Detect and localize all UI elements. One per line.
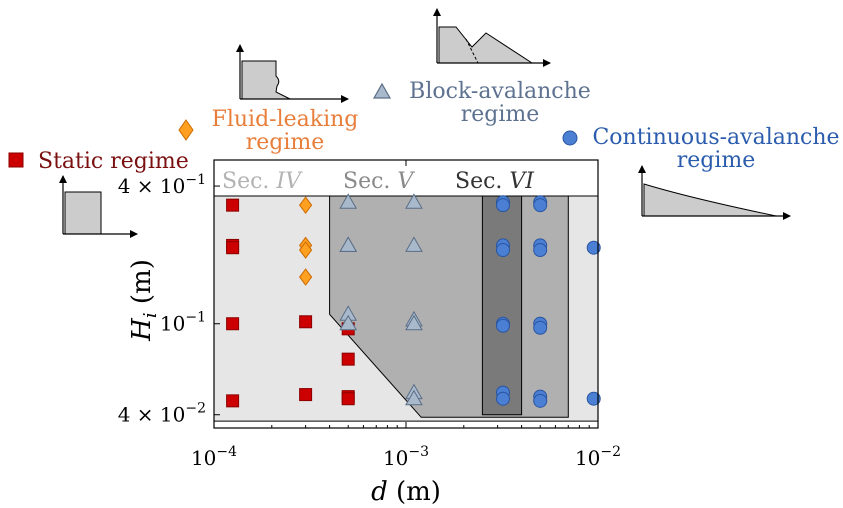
static-regime-point — [341, 392, 355, 406]
section-label-v: Sec. V — [343, 169, 415, 194]
data-points — [226, 193, 601, 408]
block-avalanche-schematic — [433, 8, 551, 67]
legend-fluid-leaking-label-2: regime — [246, 130, 325, 155]
static-regime-point — [299, 315, 313, 329]
legend-static-marker — [8, 152, 24, 168]
legend-fluid-leaking-label: Fluid-leaking — [212, 107, 359, 132]
fluid-leaking-schematic-shape — [241, 60, 291, 100]
y-tick-label: 4 × 10−1 — [118, 172, 206, 198]
fluid-leaking-point — [298, 196, 313, 214]
legend-block-avalanche-label: Block-avalanche — [409, 79, 591, 104]
static-regime-point — [299, 388, 313, 402]
x-tick-label: 10−3 — [383, 444, 429, 470]
region-sec-vi — [481, 183, 523, 416]
block-avalanche-point — [339, 314, 358, 331]
x-tick-label: 10−2 — [575, 444, 621, 470]
legend-continuous-avalanche-label-2: regime — [677, 148, 756, 173]
block-avalanche-point — [405, 193, 423, 209]
continuous-avalanche-schematic-shape — [643, 183, 777, 217]
regime-regions — [213, 163, 599, 422]
block-avalanche-schematic-dash — [465, 38, 479, 64]
continuous-avalanche-schematic — [638, 165, 791, 220]
block-avalanche-point — [339, 236, 358, 252]
static-schematic — [59, 175, 138, 238]
legend-fluid-leaking-marker — [178, 119, 194, 141]
continuous-avalanche-point — [495, 318, 510, 333]
section-label-vi: Sec. VI — [455, 169, 535, 194]
block-avalanche-point — [405, 389, 423, 406]
legend-block-avalanche-label-2: regime — [461, 102, 540, 127]
legend-continuous-avalanche-marker — [562, 130, 578, 146]
legend-block-avalanche-marker — [372, 82, 392, 99]
legend-block-avalanche: Block-avalanche regime — [372, 79, 591, 127]
continuous-avalanche-point — [495, 243, 510, 258]
fluid-leaking-schematic — [236, 44, 349, 103]
continuous-avalanche-point — [533, 393, 548, 408]
y-axis-label: Hi (m) — [127, 259, 161, 342]
continuous-avalanche-point — [533, 243, 548, 258]
block-avalanche-point — [405, 314, 423, 331]
y-tick-label: 10−1 — [160, 310, 206, 336]
static-regime-point — [226, 394, 240, 408]
static-regime-point — [226, 241, 240, 255]
fluid-leaking-point — [298, 241, 313, 259]
block-avalanche-point — [339, 193, 358, 209]
x-axis-label: d (m) — [371, 477, 441, 507]
continuous-avalanche-point — [586, 391, 601, 406]
static-schematic-block — [64, 191, 102, 235]
axis-ticks: 10−4 10−3 10−2 4 × 10−2 10−1 4 × 10−1 — [118, 160, 621, 470]
y-tick-label: 4 × 10−2 — [118, 401, 206, 427]
fluid-leaking-point — [298, 268, 313, 286]
legend-static: Static regime — [8, 149, 189, 174]
block-avalanche-point — [405, 236, 423, 252]
continuous-avalanche-point — [495, 391, 510, 406]
block-avalanche-schematic-shape — [438, 26, 534, 64]
static-regime-point — [226, 198, 240, 212]
legend-fluid-leaking: Fluid-leaking regime — [178, 107, 359, 155]
section-label-iv: Sec. IV — [222, 169, 303, 194]
x-tick-label: 10−4 — [191, 444, 237, 470]
legend-static-label: Static regime — [38, 149, 189, 174]
continuous-avalanche-point — [533, 320, 548, 335]
continuous-avalanche-point — [495, 198, 510, 213]
static-regime-point — [341, 352, 355, 366]
continuous-avalanche-point — [533, 198, 548, 213]
legend-continuous-avalanche-label: Continuous-avalanche — [592, 125, 839, 150]
legend-continuous-avalanche: Continuous-avalanche regime — [562, 125, 840, 173]
static-regime-point — [226, 317, 240, 331]
continuous-avalanche-point — [586, 240, 601, 255]
